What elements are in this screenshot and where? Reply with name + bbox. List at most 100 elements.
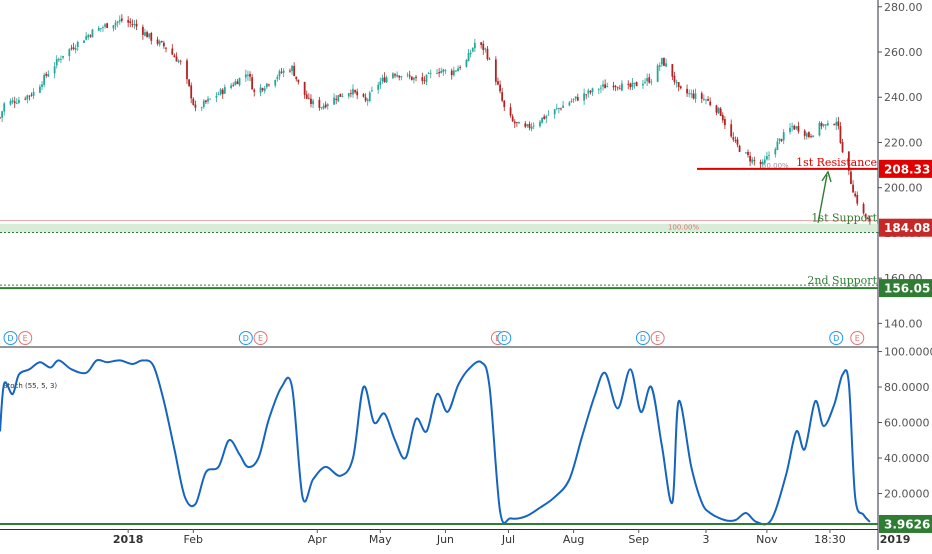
candle-body	[1, 111, 4, 118]
resistance-tag-box	[879, 159, 932, 178]
candle-body	[847, 151, 850, 171]
candle-body	[179, 60, 182, 62]
candle-body	[72, 47, 75, 49]
candle-body	[144, 32, 146, 36]
candle-body	[780, 139, 783, 141]
candle-body	[230, 85, 233, 88]
candle-body	[9, 100, 12, 105]
candle-body	[339, 93, 342, 97]
price-tick-label: 260.00	[884, 46, 923, 59]
candle-body	[282, 70, 285, 73]
candle-body	[259, 87, 262, 93]
candle-body	[663, 57, 665, 66]
candle-body	[436, 73, 438, 74]
event-marker-letter: D	[243, 334, 249, 343]
candle-body	[515, 122, 518, 123]
candle-body	[465, 59, 468, 67]
candle-body	[833, 124, 836, 125]
candle-body	[276, 76, 279, 80]
candle-body	[455, 70, 457, 72]
candle-body	[791, 126, 794, 128]
candle-body	[732, 137, 735, 140]
candle-body	[768, 155, 770, 157]
support-zone-band	[0, 223, 878, 233]
time-tick-label: Jul	[501, 533, 515, 546]
stoch-pane: Stoch (55, 5, 3) 3.9626	[0, 358, 932, 533]
stoch-tick-label: 20.0000	[884, 488, 930, 501]
event-marker-earnings	[18, 331, 33, 345]
candle-body	[744, 152, 747, 154]
candle-body	[85, 36, 88, 40]
candle-body	[730, 124, 733, 137]
candle-body	[700, 93, 703, 99]
candle-body	[690, 93, 693, 95]
candle-body	[793, 125, 796, 130]
candle-body	[719, 108, 722, 116]
candle-body	[91, 29, 94, 38]
candle-body	[665, 63, 667, 67]
candle-body	[658, 65, 661, 67]
candle-body	[413, 77, 415, 80]
candle-body	[60, 58, 62, 60]
candle-body	[62, 55, 64, 58]
candle-body	[557, 108, 560, 109]
candle-body	[694, 93, 697, 100]
price-tick-label: 140.00	[884, 317, 923, 330]
candle-body	[310, 98, 312, 104]
candle-body	[238, 77, 241, 86]
candle-body	[497, 81, 499, 85]
candle-body	[614, 85, 617, 87]
candle-body	[43, 74, 46, 85]
candle-body	[425, 74, 428, 82]
candle-body	[362, 94, 365, 97]
candle-body	[644, 81, 646, 83]
candle-body	[747, 151, 749, 156]
event-marker-dividend	[635, 331, 650, 345]
event-marker-letter: D	[501, 334, 507, 343]
candle-body	[803, 130, 806, 136]
candle-body	[570, 100, 573, 102]
candle-body	[207, 98, 209, 102]
candle-body	[707, 99, 709, 101]
candle-body	[87, 34, 90, 38]
candle-body	[307, 97, 310, 99]
candle-body	[268, 84, 270, 86]
support1-label: 1st Support	[811, 212, 877, 225]
event-marker-letter: E	[655, 334, 660, 343]
candle-body	[526, 124, 529, 127]
candle-body	[545, 116, 548, 119]
candle-body	[633, 82, 636, 84]
candle-body	[778, 138, 781, 141]
stoch-value-tag-text: 3.9626	[884, 517, 930, 531]
candle-body	[839, 126, 842, 143]
candle-body	[562, 105, 565, 108]
time-tick-label: Jun	[436, 533, 454, 546]
price-tick-label: 240.00	[884, 91, 923, 104]
candle-body	[572, 98, 575, 100]
time-tick-label: Sep	[628, 533, 649, 546]
candle-body	[400, 76, 403, 78]
candle-body	[377, 84, 380, 90]
candle-body	[162, 42, 165, 47]
support2-tag-text: 156.05	[884, 282, 930, 296]
candle-body	[763, 159, 766, 164]
time-tick-label: Feb	[184, 533, 203, 546]
candle-body	[837, 121, 840, 127]
candle-body	[618, 88, 621, 90]
candle-body	[440, 70, 443, 74]
candle-body	[295, 76, 298, 80]
candle-body	[635, 82, 638, 87]
event-marker-dividend	[829, 331, 844, 345]
candle-body	[13, 101, 16, 104]
stoch-value-tag-box	[879, 514, 932, 533]
candle-body	[835, 122, 838, 126]
candle-body	[127, 20, 130, 23]
candle-body	[826, 123, 829, 126]
candle-body	[186, 60, 188, 80]
candle-body	[278, 71, 281, 77]
candle-body	[263, 88, 266, 91]
event-marker-dividend	[497, 331, 512, 345]
candle-body	[26, 95, 29, 100]
